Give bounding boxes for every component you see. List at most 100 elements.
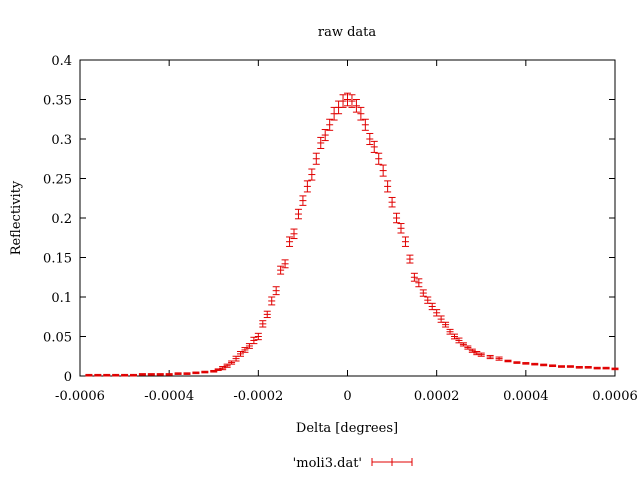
data-point <box>317 136 325 149</box>
data-point <box>156 373 164 376</box>
data-point <box>312 152 320 165</box>
data-point <box>263 310 271 319</box>
data-point <box>259 320 267 328</box>
data-point <box>174 372 182 375</box>
data-series <box>85 92 619 377</box>
data-point <box>531 362 539 366</box>
data-point <box>237 351 244 357</box>
y-tick-label: 0 <box>64 370 72 385</box>
data-point <box>183 372 191 375</box>
data-point <box>575 366 583 369</box>
data-point <box>281 259 289 269</box>
data-point <box>549 364 557 368</box>
data-point <box>410 272 418 282</box>
data-point <box>357 106 365 121</box>
data-point <box>321 129 329 142</box>
data-point <box>446 328 454 335</box>
y-axis: 0 0.05 0.1 0.15 0.2 0.25 0.3 0.35 0.4 <box>43 54 615 385</box>
data-point <box>147 373 155 376</box>
data-point <box>513 361 521 364</box>
data-point <box>602 366 610 370</box>
data-point <box>254 332 262 341</box>
data-point <box>495 356 503 361</box>
data-point <box>138 373 146 376</box>
y-tick-label: 0.2 <box>51 212 72 227</box>
data-point <box>294 208 302 220</box>
data-point <box>370 140 378 153</box>
data-point <box>428 302 436 311</box>
data-point <box>344 92 351 107</box>
data-point <box>468 348 476 353</box>
legend-swatch <box>371 458 413 466</box>
data-point <box>401 236 409 247</box>
data-point <box>451 333 458 340</box>
data-point <box>540 363 548 367</box>
data-point <box>419 289 427 297</box>
x-tick-label: 0.0004 <box>503 389 549 404</box>
data-point <box>112 373 120 377</box>
data-point <box>330 106 338 121</box>
data-point <box>290 228 298 240</box>
data-point <box>477 352 485 357</box>
data-point <box>192 371 200 375</box>
data-point <box>303 180 311 193</box>
data-point <box>384 180 392 193</box>
data-point <box>388 196 396 208</box>
y-tick-label: 0.3 <box>51 133 72 148</box>
y-tick-label: 0.25 <box>43 173 72 188</box>
data-point <box>442 321 450 328</box>
data-point <box>558 365 565 368</box>
data-point <box>326 118 334 131</box>
x-tick-label: -0.0002 <box>233 389 283 404</box>
x-tick-label: -0.0006 <box>55 389 105 404</box>
x-axis: -0.0006 -0.0004 -0.0002 0 0.0002 0.0004 0.0006 <box>55 60 638 404</box>
x-tick-label: 0.0006 <box>592 389 638 404</box>
data-point <box>348 94 356 108</box>
legend-label: 'moli3.dat' <box>293 456 362 471</box>
data-point <box>397 223 405 234</box>
data-point <box>121 373 129 377</box>
data-point <box>566 365 574 368</box>
data-point <box>379 164 387 177</box>
data-point <box>130 373 137 377</box>
x-tick-label: 0 <box>343 389 351 404</box>
data-point <box>361 118 369 131</box>
data-point <box>85 373 93 377</box>
data-point <box>268 296 276 306</box>
data-point <box>593 366 601 370</box>
data-point <box>94 373 102 377</box>
data-point <box>611 367 619 371</box>
data-point <box>366 132 374 146</box>
data-point <box>424 296 432 304</box>
plot-frame <box>79 59 616 377</box>
data-point <box>522 362 530 365</box>
x-axis-label: Delta [degrees] <box>296 421 398 436</box>
y-tick-label: 0.15 <box>43 252 72 267</box>
data-point <box>433 309 441 317</box>
data-point <box>223 363 231 368</box>
y-tick-label: 0.35 <box>43 94 72 109</box>
y-tick-label: 0.1 <box>51 291 72 306</box>
data-point <box>308 168 316 181</box>
data-point <box>406 254 414 264</box>
data-point <box>339 94 347 108</box>
data-point <box>277 265 285 275</box>
data-point <box>437 315 445 323</box>
x-tick-label: -0.0004 <box>144 389 194 404</box>
data-point <box>232 355 240 362</box>
legend: 'moli3.dat' <box>293 456 413 471</box>
data-point <box>272 286 280 296</box>
data-point <box>415 278 423 288</box>
data-point <box>584 366 592 369</box>
data-point <box>201 370 209 374</box>
data-point <box>504 359 512 363</box>
x-tick-label: 0.0002 <box>414 389 460 404</box>
data-point <box>352 99 360 113</box>
y-tick-label: 0.05 <box>43 331 72 346</box>
data-point <box>165 373 173 376</box>
data-point <box>393 212 401 224</box>
data-point <box>103 373 111 377</box>
data-point <box>219 366 227 371</box>
data-point <box>241 347 249 353</box>
